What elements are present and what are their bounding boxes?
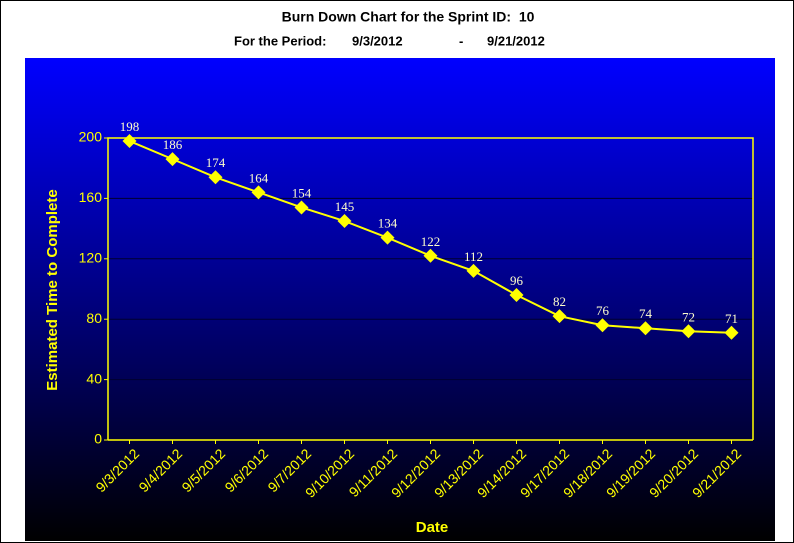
marker [165,152,180,167]
data-label: 198 [120,119,140,134]
marker [595,318,610,333]
period-label: For the Period: [234,33,326,48]
x-axis-title: Date [416,519,449,536]
data-label: 174 [206,155,226,170]
y-axis-title: Estimated Time to Complete [44,189,61,390]
y-tick-label: 200 [79,129,103,145]
marker [681,324,696,339]
period-start: 9/3/2012 [352,33,403,48]
data-label: 186 [163,137,183,152]
marker [466,263,481,278]
y-tick-label: 80 [86,310,102,326]
data-label: 76 [596,303,610,318]
marker [251,185,266,200]
marker [423,248,438,263]
data-label: 96 [510,273,524,288]
marker [337,214,352,229]
data-label: 145 [335,199,355,214]
plot-border [107,137,754,440]
data-label: 74 [639,306,653,321]
marker [638,321,653,336]
marker [509,288,524,303]
marker [294,200,309,215]
data-label: 134 [378,216,398,231]
marker [552,309,567,324]
marker [380,230,395,245]
data-label: 82 [553,294,566,309]
data-label: 112 [464,249,483,264]
data-label: 122 [421,234,441,249]
marker [724,325,739,340]
y-tick-label: 120 [79,250,103,266]
chart-title: Burn Down Chart for the Sprint ID: 10 [282,9,535,25]
data-label: 72 [682,309,695,324]
y-tick-label: 40 [86,370,102,386]
data-label: 71 [725,311,738,326]
marker [122,134,137,149]
period-end: 9/21/2012 [487,33,545,48]
marker [208,170,223,185]
period-separator: - [459,33,463,48]
data-label: 164 [249,170,269,185]
y-tick-label: 160 [79,189,103,205]
y-tick-label: 0 [94,431,102,447]
data-label: 154 [292,185,312,200]
